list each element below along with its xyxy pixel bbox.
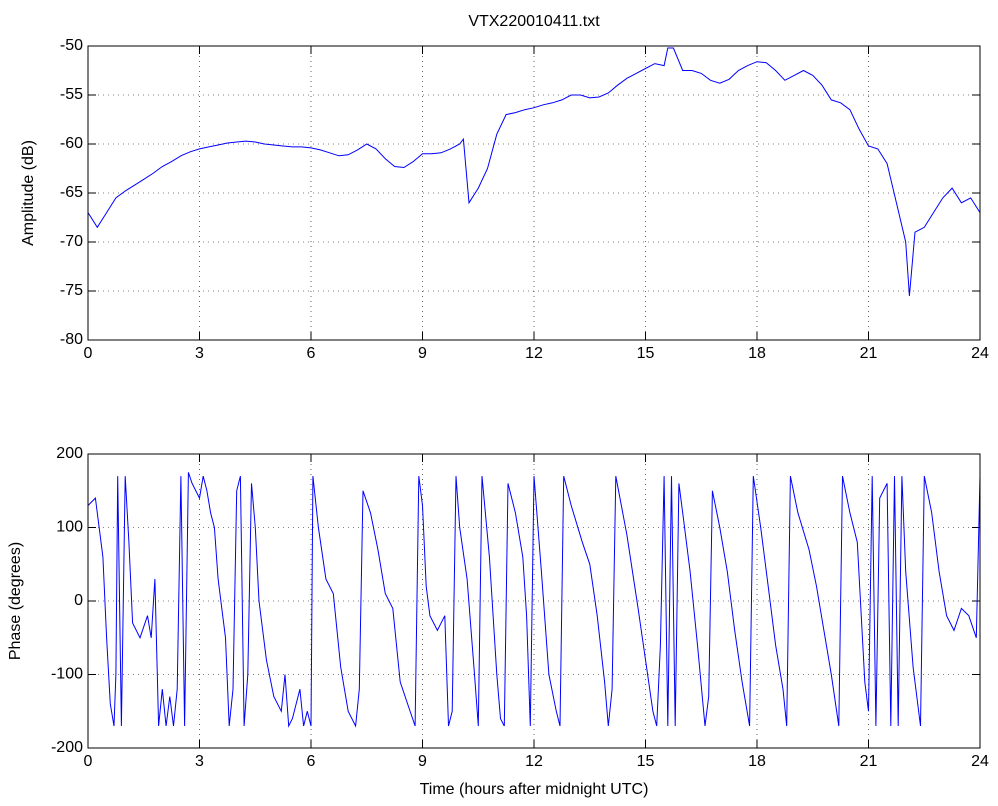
y-tick-label: -60 [60, 135, 83, 152]
y-tick-label: -55 [60, 86, 83, 103]
x-tick-label: 24 [971, 753, 989, 770]
y-tick-label: -200 [51, 739, 83, 756]
data-line [87, 472, 981, 728]
x-tick-label: 12 [525, 345, 543, 362]
y-tick-label: 100 [56, 519, 83, 536]
x-tick-label: 0 [84, 753, 93, 770]
x-tick-label: 21 [860, 345, 878, 362]
x-tick-label: 24 [971, 345, 989, 362]
x-tick-label: 9 [418, 753, 427, 770]
plot-frame [87, 453, 981, 749]
x-tick-label: 9 [418, 345, 427, 362]
y-tick-label: -100 [51, 666, 83, 683]
x-axis-label: Time (hours after midnight UTC) [420, 781, 649, 798]
y-axis-label: Amplitude (dB) [20, 140, 37, 246]
x-tick-label: 0 [84, 345, 93, 362]
chart-title: VTX220010411.txt [468, 13, 600, 30]
y-tick-label: -65 [60, 184, 83, 201]
y-tick-label: 200 [56, 445, 83, 462]
x-tick-label: 6 [307, 345, 316, 362]
data-line [87, 47, 981, 296]
x-tick-label: 15 [637, 345, 655, 362]
y-tick-label: -75 [60, 282, 83, 299]
x-tick-label: 12 [525, 753, 543, 770]
x-tick-label: 21 [860, 753, 878, 770]
y-tick-label: 0 [74, 592, 83, 609]
x-tick-label: 3 [195, 753, 204, 770]
y-axis-label: Phase (degrees) [7, 542, 24, 660]
x-tick-label: 3 [195, 345, 204, 362]
x-tick-label: 18 [748, 753, 766, 770]
x-tick-label: 6 [307, 753, 316, 770]
y-tick-label: -50 [60, 37, 83, 54]
y-tick-label: -70 [60, 233, 83, 250]
plot-frame [87, 45, 981, 341]
x-tick-label: 15 [637, 753, 655, 770]
x-tick-label: 18 [748, 345, 766, 362]
y-tick-label: -80 [60, 331, 83, 348]
